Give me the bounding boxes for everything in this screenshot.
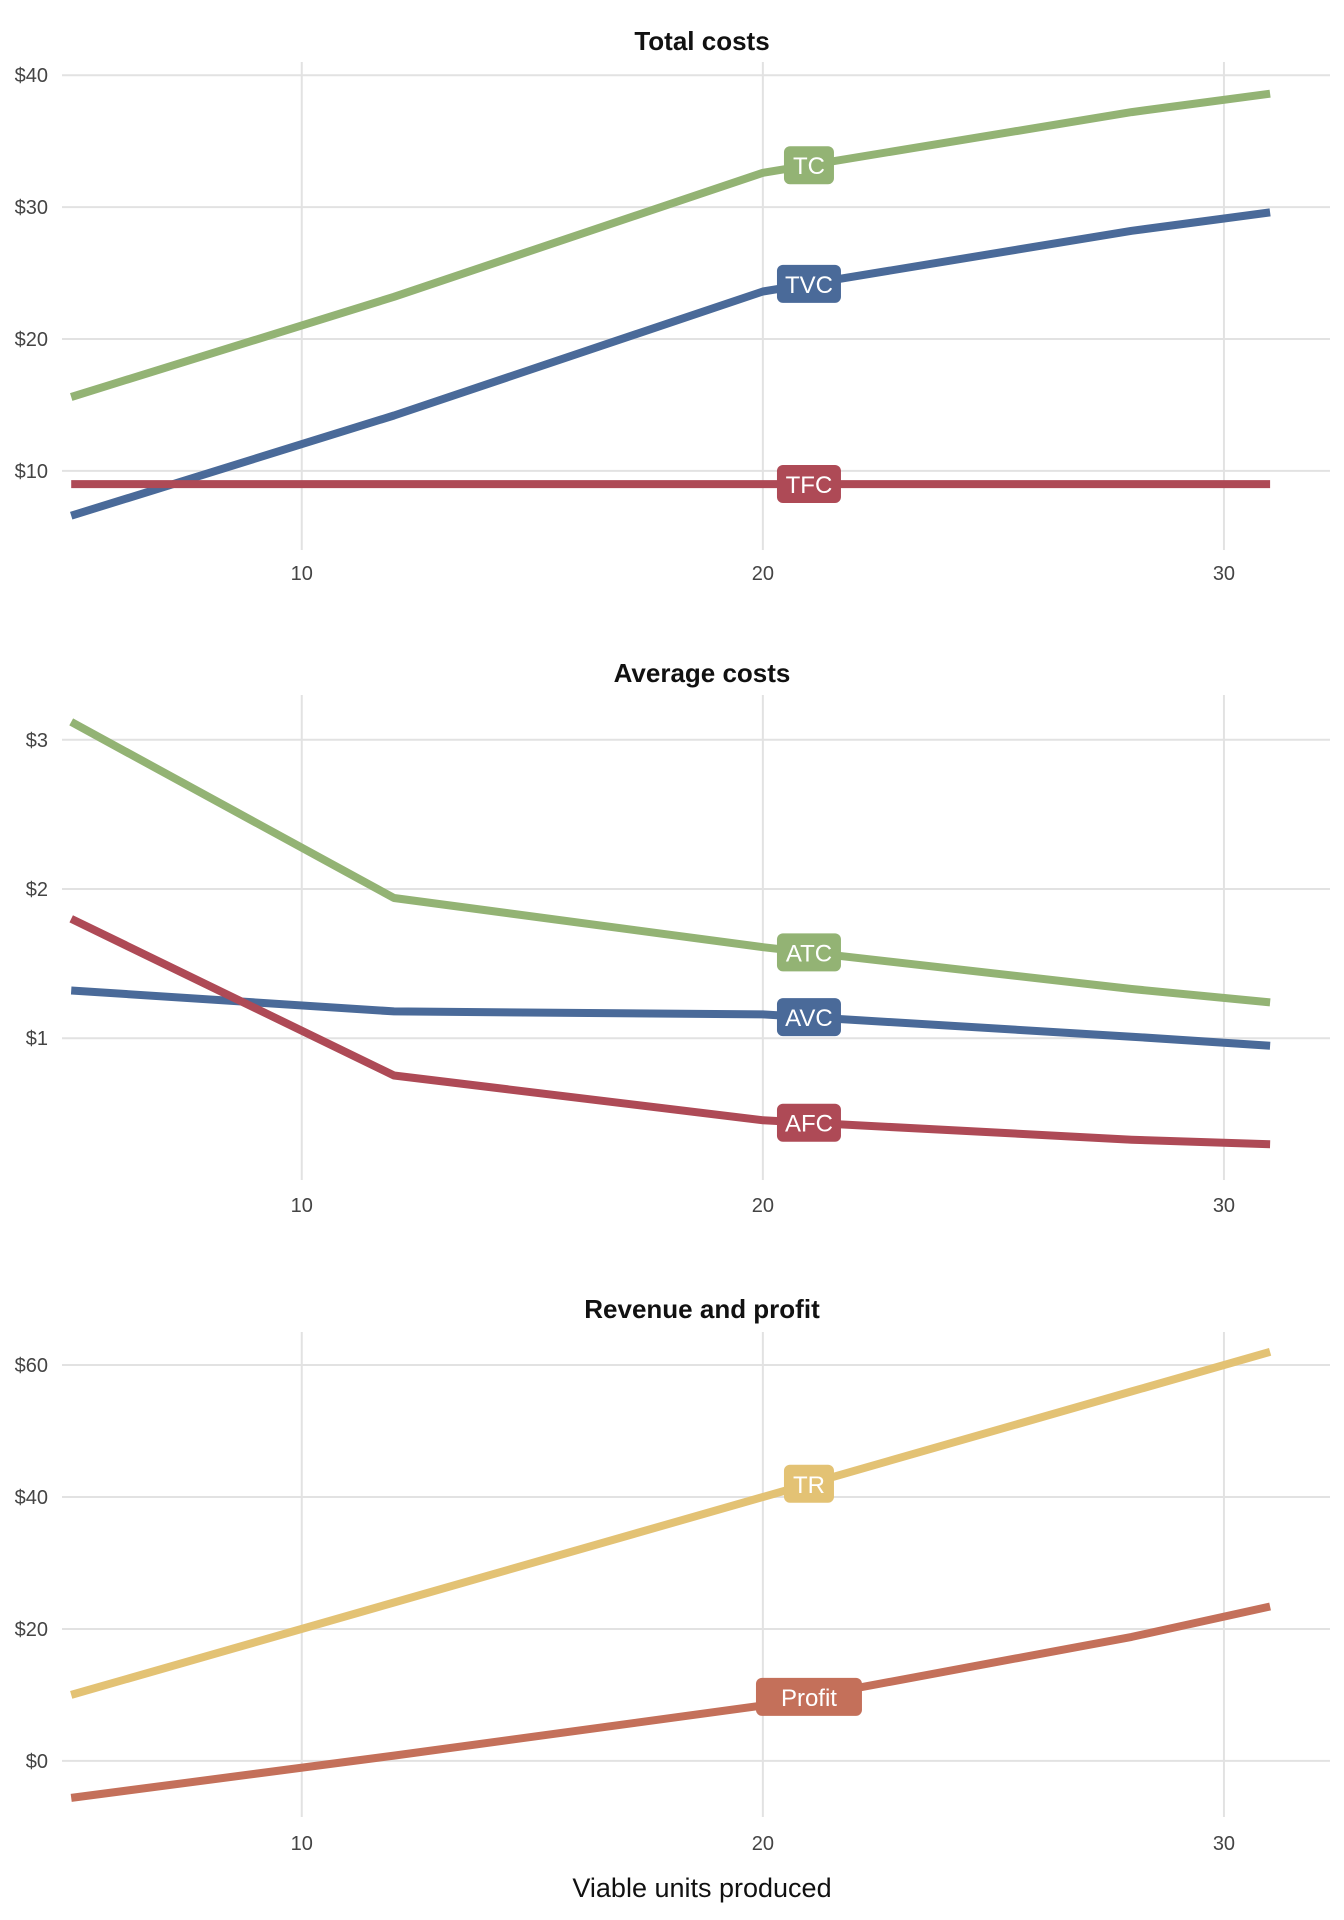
y-tick-label: $20 <box>15 1619 48 1641</box>
series-label-box <box>776 933 841 972</box>
y-tick-label: $0 <box>26 1751 48 1773</box>
series-label-text: Profit <box>781 1685 837 1712</box>
series-label-afc: AFC <box>776 1103 841 1142</box>
series-label-text: AFC <box>785 1111 833 1138</box>
series-label-text: TVC <box>785 272 833 299</box>
y-tick-label: $1 <box>26 1028 48 1050</box>
series-label-text: AVC <box>785 1005 833 1032</box>
x-axis-label: Viable units produced <box>572 1873 831 1903</box>
series-label-box <box>776 998 841 1037</box>
chart-panel-1: 10 20 30 $10 $20 $30 $40 Total costs TC TVC TFC <box>15 26 1330 585</box>
x-tick-label: 10 <box>291 1195 313 1217</box>
series-label-atc: ATC <box>776 933 841 972</box>
series-label-avc: AVC <box>776 998 841 1037</box>
y-tick-label: $2 <box>26 879 48 901</box>
series-label-box <box>755 1677 862 1716</box>
x-tick-label: 20 <box>752 1195 774 1217</box>
series-label-text: TC <box>793 153 825 180</box>
y-tick-label: $60 <box>15 1355 48 1377</box>
series-label-text: TR <box>793 1472 825 1499</box>
series-label-text: ATC <box>786 940 832 967</box>
series-label-text: TFC <box>786 472 833 499</box>
series-line-tvc <box>70 208 1271 520</box>
y-tick-label: $3 <box>26 730 48 752</box>
series-label-profit: Profit <box>755 1677 862 1716</box>
chart-panel-2: 10 20 30 $1 $2 $3 Average costs ATC AVC AFC <box>26 658 1330 1217</box>
panel-title: Average costs <box>614 658 791 688</box>
series-label-tvc: TVC <box>776 264 841 303</box>
y-tick-label: $10 <box>15 461 48 483</box>
series-label-tc: TC <box>783 146 834 185</box>
series-label-box <box>783 1464 834 1503</box>
series-label-tr: TR <box>783 1464 834 1503</box>
series-label-box <box>776 264 841 303</box>
y-tick-label: $30 <box>15 197 48 219</box>
x-tick-label: 20 <box>752 1833 774 1855</box>
series-label-tfc: TFC <box>776 465 841 504</box>
series-line-tr <box>70 1347 1272 1699</box>
x-tick-label: 20 <box>752 563 774 585</box>
y-tick-label: $40 <box>15 1487 48 1509</box>
series-line-atc <box>69 718 1271 1007</box>
series-line-afc <box>69 915 1271 1149</box>
series-line-avc <box>70 986 1271 1050</box>
x-tick-label: 10 <box>291 563 313 585</box>
series-label-box <box>783 146 834 185</box>
series-line-profit <box>70 1602 1271 1802</box>
series-label-box <box>776 1103 841 1142</box>
x-tick-label: 30 <box>1213 1833 1235 1855</box>
y-tick-label: $20 <box>15 329 48 351</box>
panel-title: Total costs <box>634 26 769 56</box>
series-label-box <box>776 465 841 504</box>
panel-title: Revenue and profit <box>584 1294 820 1324</box>
x-tick-label: 10 <box>291 1833 313 1855</box>
x-tick-label: 30 <box>1213 563 1235 585</box>
chart-panel-3: 10 20 30 $0 $20 $40 $60 Revenue and profit TR Pro… <box>15 1294 1330 1903</box>
series-line-tc <box>70 89 1271 401</box>
x-tick-label: 30 <box>1213 1195 1235 1217</box>
y-tick-label: $40 <box>15 65 48 87</box>
